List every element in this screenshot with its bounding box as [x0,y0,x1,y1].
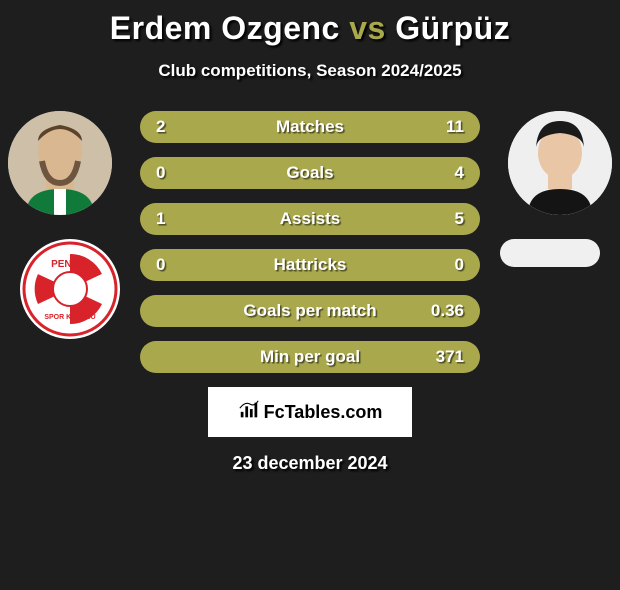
player1-name: Erdem Ozgenc [110,10,340,46]
player2-club-badge [500,239,600,267]
stat-row-matches: 2 Matches 11 [140,111,480,143]
player2-name: Gürpüz [395,10,510,46]
stats-list: 2 Matches 11 0 Goals 4 1 Assists 5 0 Hat… [140,111,480,373]
svg-text:SPOR KULÜBÜ: SPOR KULÜBÜ [44,312,95,321]
chart-icon [238,399,260,426]
player1-club-badge: PENDiK SPOR KULÜBÜ [20,239,120,339]
stat-row-goals: 0 Goals 4 [140,157,480,189]
stat-label: Hattricks [274,255,347,275]
stat-row-hattricks: 0 Hattricks 0 [140,249,480,281]
stat-left-value: 0 [156,163,190,183]
stat-right-value: 11 [430,117,464,137]
stat-right-value: 4 [430,163,464,183]
stat-label: Assists [280,209,340,229]
brand-badge: FcTables.com [208,387,412,437]
stat-left-value: 0 [156,255,190,275]
stat-left-value: 1 [156,209,190,229]
brand-text: FcTables.com [264,402,383,423]
stat-right-value: 0 [430,255,464,275]
stat-label: Goals [286,163,333,183]
stat-right-value: 5 [430,209,464,229]
subtitle: Club competitions, Season 2024/2025 [0,61,620,81]
vs-separator: vs [349,10,386,46]
stat-label: Goals per match [243,301,376,321]
comparison-title: Erdem Ozgenc vs Gürpüz [0,10,620,47]
stat-right-value: 371 [430,347,464,367]
stat-row-goals-per-match: Goals per match 0.36 [140,295,480,327]
stat-row-min-per-goal: Min per goal 371 [140,341,480,373]
stat-label: Matches [276,117,344,137]
stat-right-value: 0.36 [430,301,464,321]
player1-avatar [8,111,112,215]
stat-left-value: 2 [156,117,190,137]
stat-label: Min per goal [260,347,360,367]
stat-row-assists: 1 Assists 5 [140,203,480,235]
content-area: PENDiK SPOR KULÜBÜ 2 Matches 11 0 Goals … [0,111,620,373]
svg-text:PENDiK: PENDiK [51,259,90,270]
player2-avatar [508,111,612,215]
date-text: 23 december 2024 [0,453,620,474]
